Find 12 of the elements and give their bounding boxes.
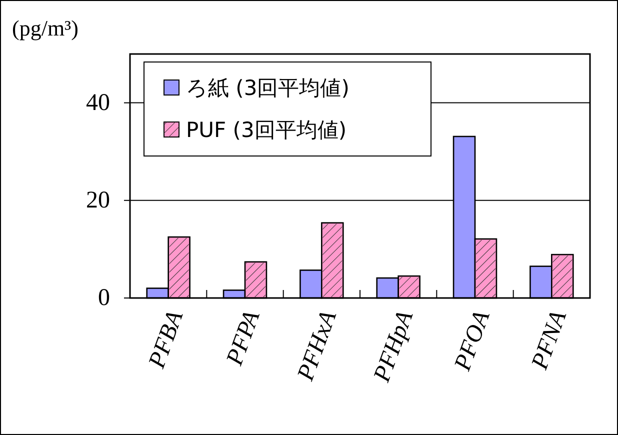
y-tick-label: 20 bbox=[86, 187, 110, 214]
y-tick-label: 40 bbox=[86, 90, 110, 116]
legend-label: ろ紙 (3回平均値) bbox=[186, 76, 350, 100]
y-tick-label: 0 bbox=[98, 285, 110, 311]
y-axis-title: (pg/m³) bbox=[12, 16, 78, 40]
x-tick-label: PFHpA bbox=[368, 307, 419, 386]
x-tick-label: PFPA bbox=[221, 307, 266, 370]
x-tick-label: PFHxA bbox=[292, 307, 342, 386]
legend-label: PUF (3回平均値) bbox=[186, 118, 347, 142]
x-tick-label: PFOA bbox=[449, 307, 496, 375]
x-tick-label: PFNA bbox=[526, 307, 572, 374]
x-tick-label: PFBA bbox=[144, 307, 189, 372]
